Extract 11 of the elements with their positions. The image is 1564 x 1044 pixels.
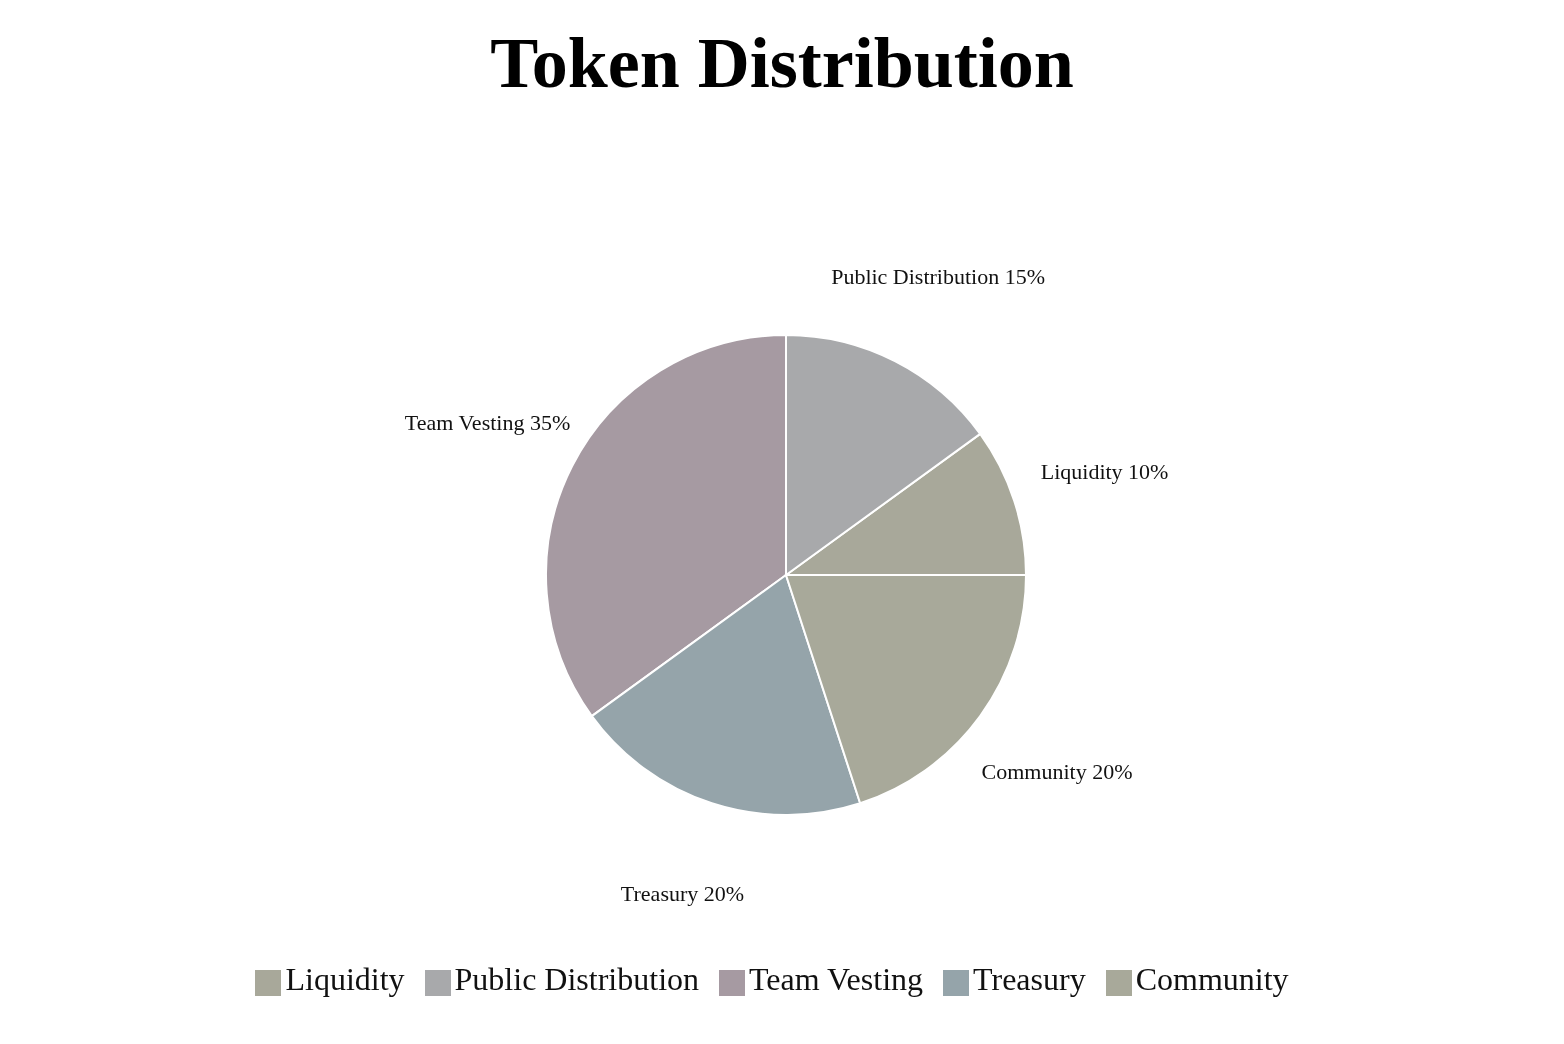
legend-label: Treasury: [973, 961, 1086, 997]
category-label: Liquidity 10%: [1040, 458, 1169, 484]
category-label: Team Vesting 35%: [404, 410, 571, 436]
chart-title: Token Distribution: [489, 22, 1075, 105]
legend-label: Public Distribution: [454, 961, 700, 997]
category-label: Community 20%: [981, 759, 1133, 785]
category-label: Public Distribution 15%: [831, 264, 1046, 290]
legend-label: Team Vesting: [749, 961, 924, 997]
legend-label: Liquidity: [285, 961, 405, 997]
legend-label: Community: [1135, 961, 1289, 997]
category-label: Treasury 20%: [620, 881, 745, 907]
